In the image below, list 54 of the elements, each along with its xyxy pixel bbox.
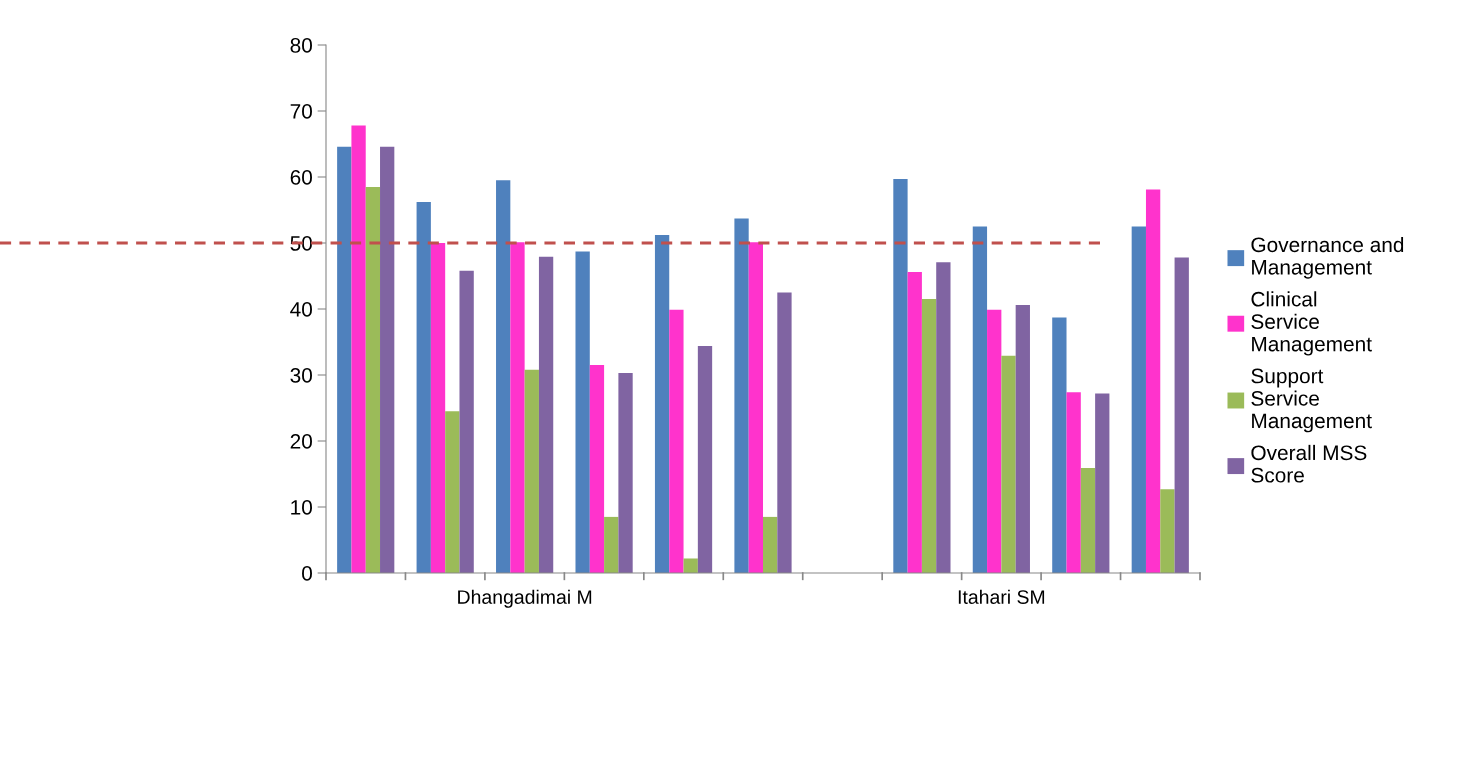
bar: [763, 516, 778, 573]
x-tick-label: Dhangadimai M: [458, 589, 592, 608]
bar: [337, 146, 352, 573]
bar: [1001, 355, 1016, 573]
y-tick-label: 0: [302, 566, 312, 581]
bar: [669, 309, 684, 573]
y-tick-label: 60: [290, 170, 312, 185]
y-tick-label: 80: [290, 38, 312, 53]
bar: [734, 218, 749, 573]
bar: [1131, 226, 1146, 573]
bar: [459, 270, 474, 573]
bar: [1052, 317, 1067, 573]
bar: [893, 178, 908, 573]
bar: [907, 272, 922, 573]
bar: [496, 180, 511, 573]
legend-label: Overall MSS Score: [1251, 444, 1367, 483]
bar: [575, 251, 590, 573]
y-tick-label: 10: [291, 500, 312, 515]
bar: [416, 202, 431, 573]
x-tick-label: Itahari SM: [958, 589, 1045, 604]
bar: [921, 299, 937, 573]
legend-label: Clinical Service Management: [1251, 291, 1372, 356]
bar: [777, 292, 792, 573]
bar: [654, 235, 670, 573]
bar: [1174, 257, 1189, 573]
bar: [1095, 393, 1110, 573]
bar: [987, 309, 1002, 573]
bar: [972, 226, 988, 573]
y-tick-label: 70: [290, 104, 312, 119]
legend-label: Support Service Management: [1251, 368, 1372, 433]
bar: [1066, 392, 1081, 573]
legend-label: Governance and Management: [1251, 236, 1404, 279]
bar: [618, 373, 633, 573]
bar: [445, 411, 460, 573]
bar: [1015, 305, 1030, 573]
y-tick-label: 40: [290, 302, 312, 317]
bar: [380, 146, 395, 573]
y-tick-label: 20: [290, 434, 312, 449]
bar: [1145, 189, 1161, 573]
bar: [524, 369, 539, 573]
bar: [351, 125, 366, 573]
bar: [1080, 468, 1096, 573]
bar: [1160, 489, 1175, 573]
bar: [430, 243, 446, 573]
bar: [604, 516, 619, 573]
bar: [365, 186, 381, 573]
bar: [697, 345, 713, 573]
bar: [538, 256, 554, 573]
bar: [683, 558, 698, 573]
bar: [748, 242, 763, 573]
bar: [510, 242, 525, 573]
bar: [936, 262, 951, 573]
bar: [589, 365, 605, 573]
y-tick-label: 30: [290, 368, 312, 383]
